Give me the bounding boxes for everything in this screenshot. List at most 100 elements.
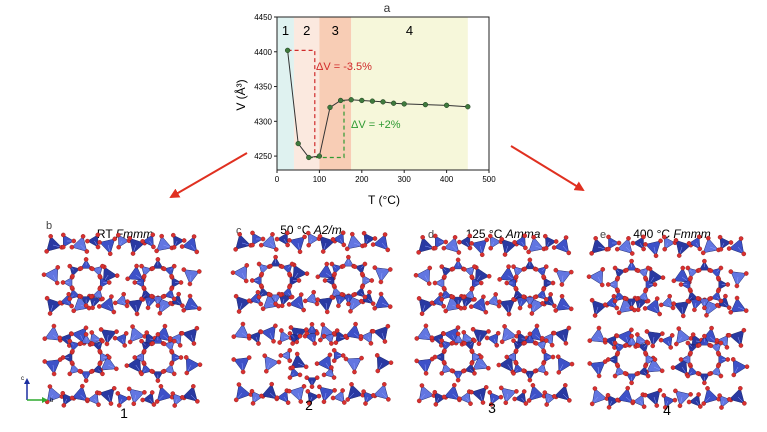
oxygen-atom	[645, 265, 651, 271]
tetrahedron	[498, 355, 514, 373]
oxygen-atom	[191, 341, 197, 346]
oxygen-atom	[279, 264, 285, 269]
oxygen-atom	[496, 303, 502, 309]
oxygen-atom	[289, 261, 295, 267]
oxygen-atom	[121, 291, 126, 297]
oxygen-atom	[359, 298, 364, 304]
oxygen-atom	[615, 350, 621, 356]
oxygen-atom	[615, 275, 621, 281]
tetrahedron	[588, 268, 604, 286]
tetrahedron	[126, 356, 142, 373]
oxygen-atom	[340, 230, 346, 236]
oxygen-atom	[191, 384, 196, 389]
tetrahedron	[44, 359, 61, 375]
oxygen-atom	[730, 357, 736, 362]
oxygen-atom	[483, 309, 489, 315]
oxygen-atom	[69, 331, 74, 337]
oxygen-atom	[654, 296, 660, 301]
oxygen-atom	[527, 377, 533, 383]
oxygen-atom	[533, 267, 539, 272]
oxygen-atom	[551, 245, 557, 250]
oxygen-atom	[191, 234, 197, 239]
oxygen-atom	[592, 386, 598, 391]
oxygen-atom	[540, 301, 545, 306]
tetrahedron	[345, 323, 362, 340]
oxygen-atom	[159, 233, 164, 239]
oxygen-atom	[168, 300, 173, 306]
oxygen-atom	[504, 354, 510, 360]
oxygen-atom	[274, 236, 280, 242]
oxygen-atom	[441, 303, 446, 309]
oxygen-atom	[641, 234, 646, 240]
oxygen-atom	[90, 305, 95, 311]
oxygen-atom	[644, 329, 650, 334]
oxygen-atom	[635, 343, 641, 348]
oxygen-atom	[544, 402, 549, 407]
oxygen-atom	[513, 359, 519, 365]
oxygen-atom	[97, 361, 103, 367]
oxygen-atom	[41, 272, 47, 277]
arrow-right	[510, 145, 585, 192]
oxygen-atom	[237, 232, 242, 237]
oxygen-atom	[160, 369, 166, 374]
oxygen-atom	[171, 296, 177, 302]
oxygen-atom	[616, 240, 622, 246]
oxygen-atom	[180, 395, 185, 400]
oxygen-atom	[498, 385, 504, 391]
oxygen-atom	[69, 303, 74, 309]
tetrahedron	[416, 358, 433, 374]
x-axis-label: T (°C)	[368, 193, 400, 207]
oxygen-atom	[553, 239, 559, 244]
structure-3	[413, 233, 575, 407]
oxygen-atom	[274, 395, 280, 401]
oxygen-atom	[297, 372, 303, 378]
oxygen-atom	[150, 266, 155, 271]
oxygen-atom	[67, 296, 73, 302]
oxygen-atom	[368, 341, 374, 346]
oxygen-atom	[83, 325, 89, 331]
oxygen-atom	[455, 303, 461, 309]
oxygen-atom	[696, 342, 702, 348]
oxygen-atom	[702, 305, 707, 311]
oxygen-atom	[696, 234, 702, 240]
oxygen-atom	[455, 377, 461, 383]
oxygen-atom	[340, 353, 346, 358]
tetrahedron	[156, 235, 173, 252]
tetrahedron	[470, 386, 487, 404]
tetrahedron	[278, 293, 292, 307]
oxygen-atom	[181, 307, 187, 313]
oxygen-atom	[301, 384, 307, 389]
tetrahedron	[555, 269, 572, 286]
oxygen-atom	[586, 274, 592, 279]
oxygen-atom	[184, 370, 190, 376]
oxygen-atom	[141, 285, 147, 290]
oxygen-atom	[522, 233, 528, 239]
oxygen-atom	[469, 304, 474, 309]
oxygen-atom	[183, 355, 189, 360]
oxygen-atom	[511, 371, 516, 376]
oxygen-atom	[650, 343, 656, 349]
oxygen-atom	[233, 397, 239, 403]
oxygen-atom	[702, 333, 707, 339]
oxygen-atom	[643, 288, 648, 294]
tetrahedron	[673, 301, 690, 317]
oxygen-atom	[155, 257, 161, 262]
oxygen-atom	[349, 231, 355, 237]
oxygen-atom	[661, 234, 667, 240]
oxygen-atom	[612, 265, 618, 271]
oxygen-atom	[258, 242, 264, 248]
oxygen-atom	[719, 405, 724, 410]
oxygen-atom	[658, 302, 664, 308]
data-point	[306, 154, 312, 161]
oxygen-atom	[278, 353, 284, 358]
oxygen-atom	[51, 323, 57, 329]
oxygen-atom	[320, 322, 326, 327]
panel-b-number: 1	[120, 405, 128, 421]
annotation-delta-v-negative: ΔV = -3.5%	[316, 61, 372, 73]
oxygen-atom	[724, 345, 730, 350]
oxygen-atom	[378, 279, 384, 285]
oxygen-atom	[726, 246, 732, 251]
oxygen-atom	[167, 336, 173, 341]
oxygen-atom	[685, 373, 691, 379]
y-axis-ticks: 4250 4300 4350 4400 4450	[254, 13, 277, 161]
